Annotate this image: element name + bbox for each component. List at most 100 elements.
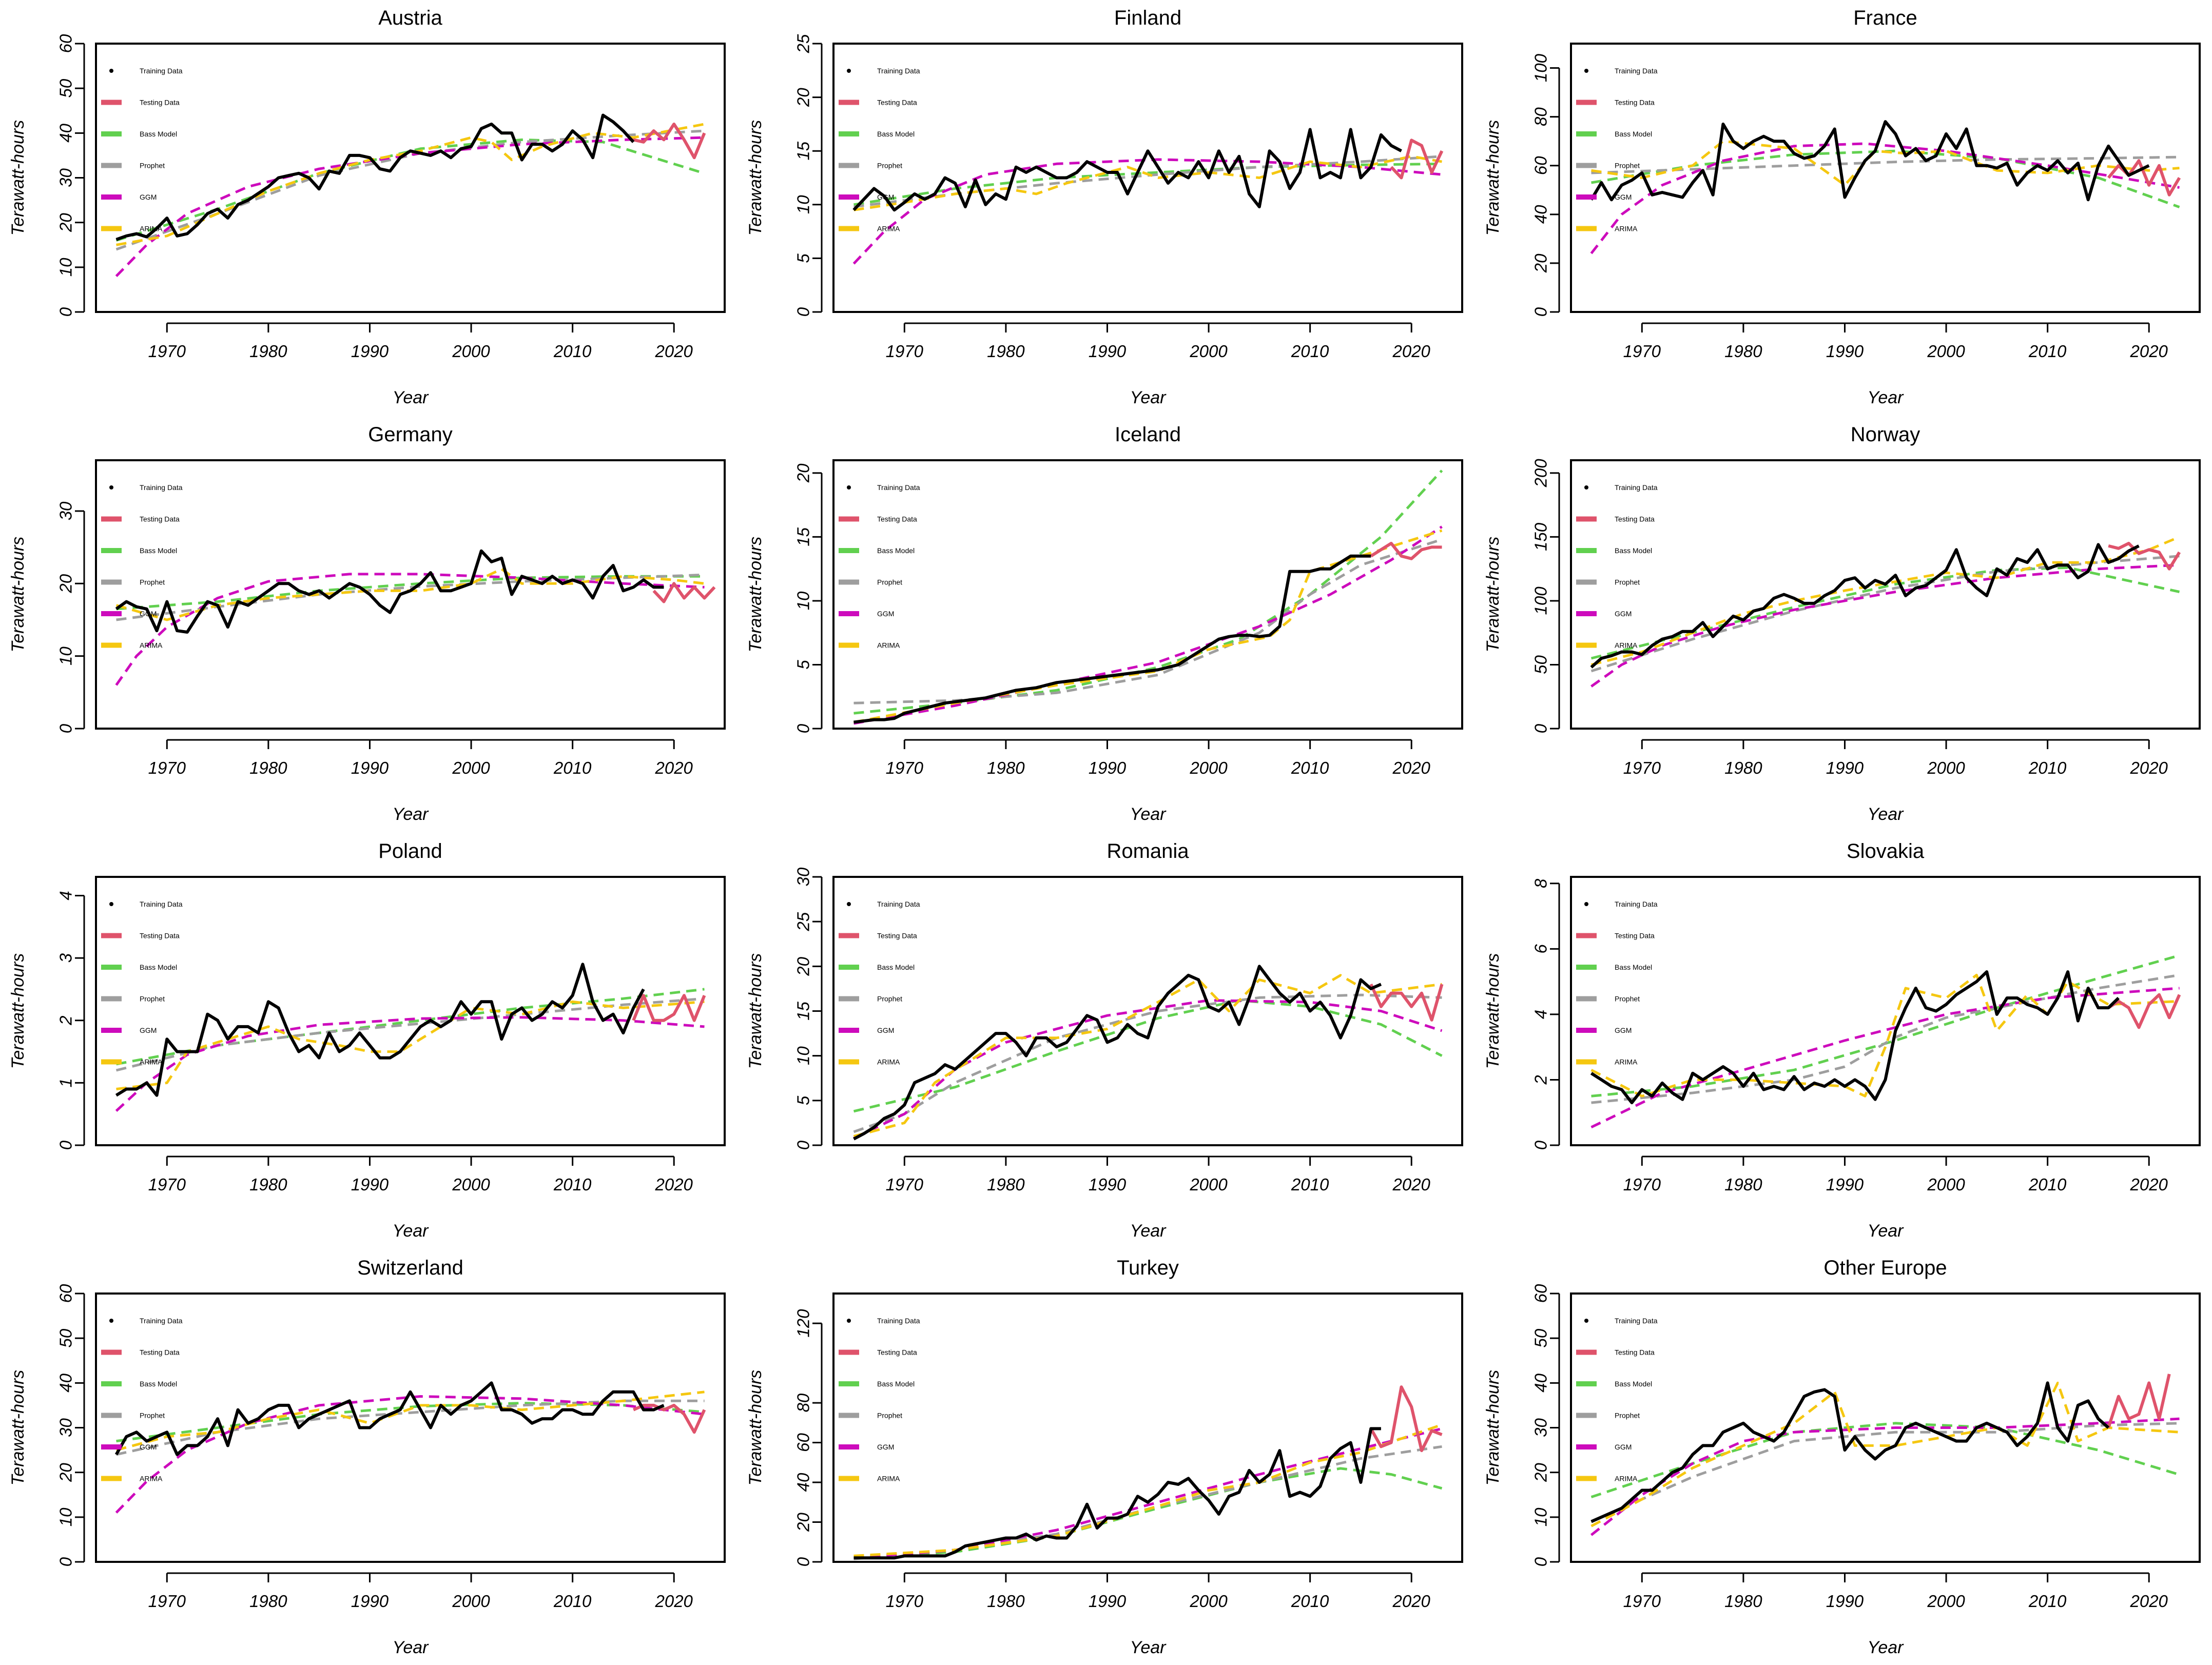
y-tick-label: 50 xyxy=(56,79,75,97)
x-tick-label: 1990 xyxy=(1089,1592,1127,1611)
x-axis: 1970 1980 1990 2000 2010 2020 xyxy=(148,739,693,777)
y-tick-label: 60 xyxy=(56,34,75,53)
x-axis-label: Year xyxy=(1130,805,1167,824)
y-tick-label: 20 xyxy=(56,213,75,232)
x-axis-label: Year xyxy=(1130,1221,1167,1241)
x-axis: 1970 1980 1990 2000 2010 2020 xyxy=(1623,1155,2168,1194)
x-tick-label: 1970 xyxy=(148,1175,186,1194)
legend-label-ggm: GGM xyxy=(877,1026,894,1034)
y-tick-label: 10 xyxy=(1531,1507,1550,1526)
arima-line xyxy=(853,155,1442,211)
y-tick-label: 120 xyxy=(794,1309,813,1338)
training-data-line xyxy=(115,549,664,634)
legend-label-ggm: GGM xyxy=(1615,193,1632,201)
x-axis: 1970 1980 1990 2000 2010 2020 xyxy=(886,1155,1431,1194)
x-tick-label: 2010 xyxy=(2028,758,2067,777)
y-tick-label: 0 xyxy=(794,1557,813,1566)
chart-panel-poland: Poland 0 1 2 3 4 1970 1980 1990 2000 2010 2020 Year T… xyxy=(0,833,737,1248)
legend-label-bass: Bass Model xyxy=(877,546,915,555)
series-group xyxy=(115,549,716,686)
legend-label-testing: Testing Data xyxy=(140,515,180,523)
y-tick-label: 15 xyxy=(794,527,813,546)
chart-svg: Iceland 0 5 10 15 20 1970 1980 1990 2000 2010 2020 Y… xyxy=(746,423,1463,824)
plot-frame xyxy=(832,876,1463,1146)
bass-model-line xyxy=(1591,954,2180,1098)
x-tick-label: 2020 xyxy=(1392,1592,1430,1611)
prophet-line xyxy=(853,538,1443,704)
legend-label-testing: Testing Data xyxy=(1615,932,1655,940)
y-tick-label: 50 xyxy=(1531,655,1550,674)
testing-data-line xyxy=(1369,983,1444,1022)
testing-data-line xyxy=(2107,993,2181,1029)
legend-label-prophet: Prophet xyxy=(1615,1412,1640,1420)
x-axis: 1970 1980 1990 2000 2010 2020 xyxy=(886,1572,1431,1611)
x-axis: 1970 1980 1990 2000 2010 2020 xyxy=(1623,1572,2168,1611)
legend-label-training: Training Data xyxy=(877,1317,920,1325)
y-axis-label: Terawatt-hours xyxy=(746,953,765,1069)
legend-label-arima: ARIMA xyxy=(140,1475,163,1483)
y-tick-label: 80 xyxy=(794,1393,813,1412)
legend-label-ggm: GGM xyxy=(1615,1026,1632,1034)
x-tick-label: 1990 xyxy=(1089,342,1127,361)
legend-label-testing: Testing Data xyxy=(1615,1348,1655,1357)
x-tick-label: 1980 xyxy=(249,1592,287,1611)
x-axis: 1970 1980 1990 2000 2010 2020 xyxy=(148,322,693,361)
x-tick-label: 1990 xyxy=(351,758,389,777)
y-tick-label: 8 xyxy=(1531,878,1550,888)
legend-swatch-training xyxy=(1584,902,1588,906)
bass-model-line xyxy=(853,162,1442,206)
x-axis-label: Year xyxy=(393,1221,430,1241)
training-data-line xyxy=(1590,1381,2110,1523)
plot-frame xyxy=(95,1292,726,1563)
ggm-line xyxy=(1590,563,2180,688)
y-tick-label: 60 xyxy=(56,1284,75,1303)
y-tick-label: 0 xyxy=(56,723,75,733)
x-tick-label: 1980 xyxy=(249,1175,287,1194)
x-tick-label: 2010 xyxy=(1291,758,1329,777)
legend-label-arima: ARIMA xyxy=(1615,641,1638,650)
x-axis-label: Year xyxy=(393,1638,430,1657)
y-tick-label: 4 xyxy=(1531,1010,1550,1019)
y-axis-label: Terawatt-hours xyxy=(1483,1370,1503,1486)
legend: Training Data Testing Data Bass Model Proph… xyxy=(1576,1317,1658,1483)
x-axis: 1970 1980 1990 2000 2010 2020 xyxy=(148,1572,693,1611)
y-tick-label: 25 xyxy=(794,34,813,53)
training-data-line xyxy=(114,1381,665,1456)
legend-label-ggm: GGM xyxy=(140,193,157,201)
legend-swatch-training xyxy=(1584,485,1588,489)
x-tick-label: 1990 xyxy=(1826,758,1864,777)
x-axis-label: Year xyxy=(393,805,430,824)
y-axis: 0 20 40 60 80 120 xyxy=(794,1309,823,1566)
legend-swatch-training xyxy=(1584,69,1588,73)
x-tick-label: 2010 xyxy=(1291,1175,1329,1194)
x-tick-label: 1970 xyxy=(1623,1592,1661,1611)
x-tick-label: 1970 xyxy=(886,1592,924,1611)
series-group xyxy=(1590,1374,2180,1536)
prophet-line xyxy=(115,129,705,251)
chart-panel-switzerland: Switzerland 0 10 20 30 40 50 60 1970 1980 1990 2000… xyxy=(0,1250,737,1665)
testing-data-line xyxy=(1390,139,1444,180)
x-tick-label: 1980 xyxy=(1724,758,1762,777)
ggm-line xyxy=(853,1427,1443,1559)
y-tick-label: 10 xyxy=(794,1046,813,1065)
bass-model-line xyxy=(853,999,1443,1113)
arima-line xyxy=(1591,140,2180,187)
y-tick-label: 30 xyxy=(56,501,75,520)
series-group xyxy=(852,128,1444,265)
plot-frame xyxy=(832,1292,1463,1563)
x-tick-label: 2020 xyxy=(1392,1175,1430,1194)
chart-svg: Norway 0 50 100 150 200 1970 1980 1990 2000 2010 20… xyxy=(1483,423,2201,824)
legend-label-arima: ARIMA xyxy=(140,1058,163,1066)
legend: Training Data Testing Data Bass Model Proph… xyxy=(839,900,920,1066)
legend-label-arima: ARIMA xyxy=(877,1475,900,1483)
y-tick-label: 200 xyxy=(1531,459,1550,488)
chart-title: France xyxy=(1853,7,1917,29)
y-axis: 0 10 20 30 40 50 60 xyxy=(1531,1284,1560,1566)
x-tick-label: 2020 xyxy=(1392,342,1430,361)
legend-label-bass: Bass Model xyxy=(140,963,177,971)
legend-label-arima: ARIMA xyxy=(140,225,163,233)
legend-label-testing: Testing Data xyxy=(877,932,917,940)
legend-label-prophet: Prophet xyxy=(877,162,902,170)
legend-label-ggm: GGM xyxy=(1615,610,1632,618)
y-axis: 0 10 20 30 xyxy=(56,501,85,733)
